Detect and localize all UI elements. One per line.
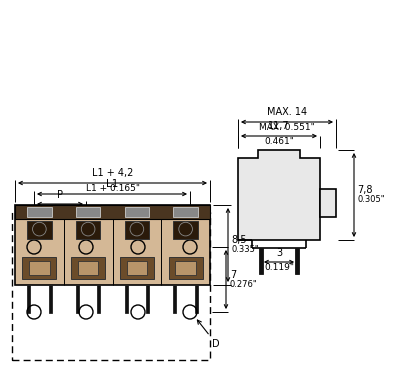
Text: L1: L1 xyxy=(106,179,118,189)
Bar xyxy=(174,207,198,217)
Bar xyxy=(125,221,149,239)
Bar xyxy=(15,205,210,285)
Bar xyxy=(97,285,100,313)
Text: 7,8: 7,8 xyxy=(357,185,372,195)
Text: 3: 3 xyxy=(276,248,282,258)
Text: P: P xyxy=(57,190,63,200)
Text: MAX. 14: MAX. 14 xyxy=(267,107,307,117)
Bar xyxy=(146,285,149,313)
Bar xyxy=(27,207,52,217)
Bar xyxy=(174,221,198,239)
Text: L1 + 4,2: L1 + 4,2 xyxy=(92,168,133,178)
Bar xyxy=(22,257,56,279)
Bar xyxy=(49,285,52,313)
Text: 0.276": 0.276" xyxy=(230,280,258,289)
Bar xyxy=(195,285,198,313)
Bar xyxy=(174,285,176,313)
Text: 0.305": 0.305" xyxy=(357,195,384,204)
Bar xyxy=(127,262,147,274)
Bar xyxy=(78,262,98,274)
Text: 11,7: 11,7 xyxy=(268,121,290,131)
Bar xyxy=(15,205,210,219)
Bar xyxy=(76,207,100,217)
Bar xyxy=(175,262,196,274)
Bar xyxy=(125,207,149,217)
Text: MAX. 0.551": MAX. 0.551" xyxy=(259,123,315,132)
Bar xyxy=(27,285,30,313)
Bar xyxy=(125,285,128,313)
Bar xyxy=(120,257,154,279)
Bar xyxy=(168,257,203,279)
Bar xyxy=(71,257,105,279)
Polygon shape xyxy=(238,150,320,240)
Bar xyxy=(76,285,79,313)
Bar xyxy=(295,248,299,274)
Text: L1 + 0.165": L1 + 0.165" xyxy=(86,184,140,193)
Polygon shape xyxy=(320,189,336,217)
Bar xyxy=(29,262,50,274)
Text: 8,5: 8,5 xyxy=(231,235,246,245)
Bar xyxy=(76,221,100,239)
Text: 0.335": 0.335" xyxy=(231,245,259,254)
Text: D: D xyxy=(212,339,220,349)
Text: 0.119": 0.119" xyxy=(264,263,294,272)
Bar xyxy=(259,248,263,274)
Text: 0.461": 0.461" xyxy=(264,137,294,146)
Bar xyxy=(27,221,52,239)
Text: 7: 7 xyxy=(230,270,236,279)
Bar xyxy=(12,212,210,360)
